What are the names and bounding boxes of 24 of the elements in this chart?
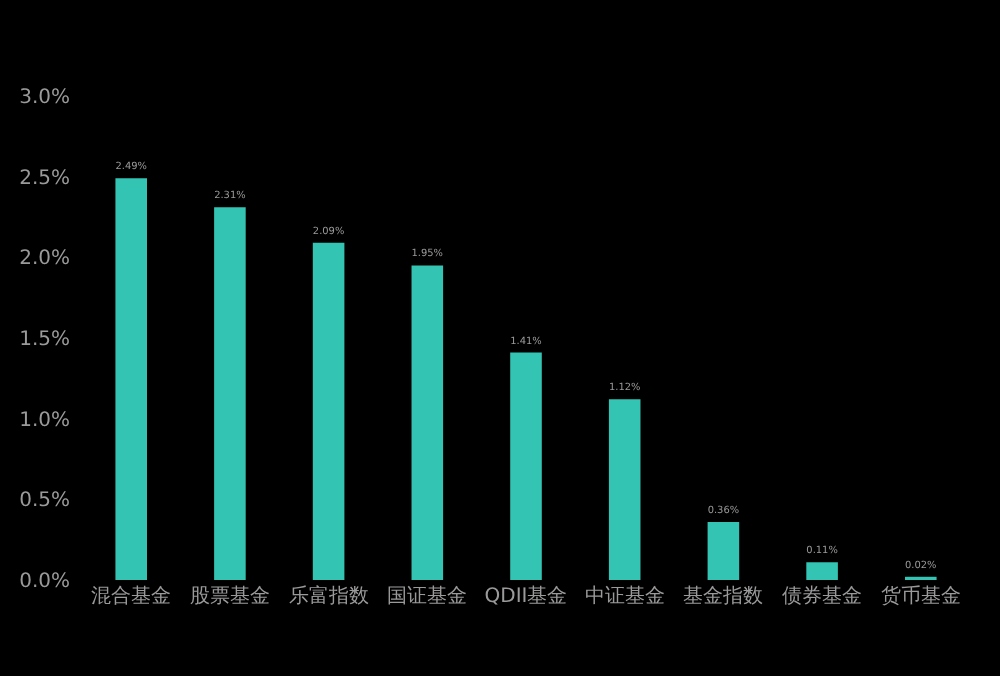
y-tick-label: 2.5% (19, 167, 70, 190)
x-tick-label: 混合基金 (91, 584, 172, 608)
y-tick-label: 0.0% (19, 571, 70, 593)
bar (214, 207, 246, 580)
x-tick-label: 债券基金 (782, 584, 863, 608)
bar (115, 178, 147, 580)
bar (312, 242, 345, 580)
x-tick-label: 货币基金 (880, 584, 961, 608)
x-tick-label: 股票基金 (189, 584, 270, 608)
bar (510, 352, 542, 580)
x-tick-label: 乐富指数 (288, 584, 369, 608)
y-tick-label: 2.0% (19, 248, 70, 271)
y-tick-label: 1.5% (19, 329, 70, 351)
x-tick-label: 基金指数 (683, 584, 764, 608)
y-tick-label: 3.0% (19, 87, 70, 109)
x-tick-label: 国证基金 (387, 584, 468, 608)
bar (608, 399, 641, 580)
x-tick-label: QDII基金 (484, 584, 568, 608)
bar (411, 265, 444, 580)
y-tick-label: 0.5% (19, 490, 70, 513)
bar (806, 562, 838, 580)
x-tick-label: 中证基金 (584, 584, 665, 608)
bar (707, 521, 740, 580)
y-tick-label: 1.0% (19, 409, 70, 432)
